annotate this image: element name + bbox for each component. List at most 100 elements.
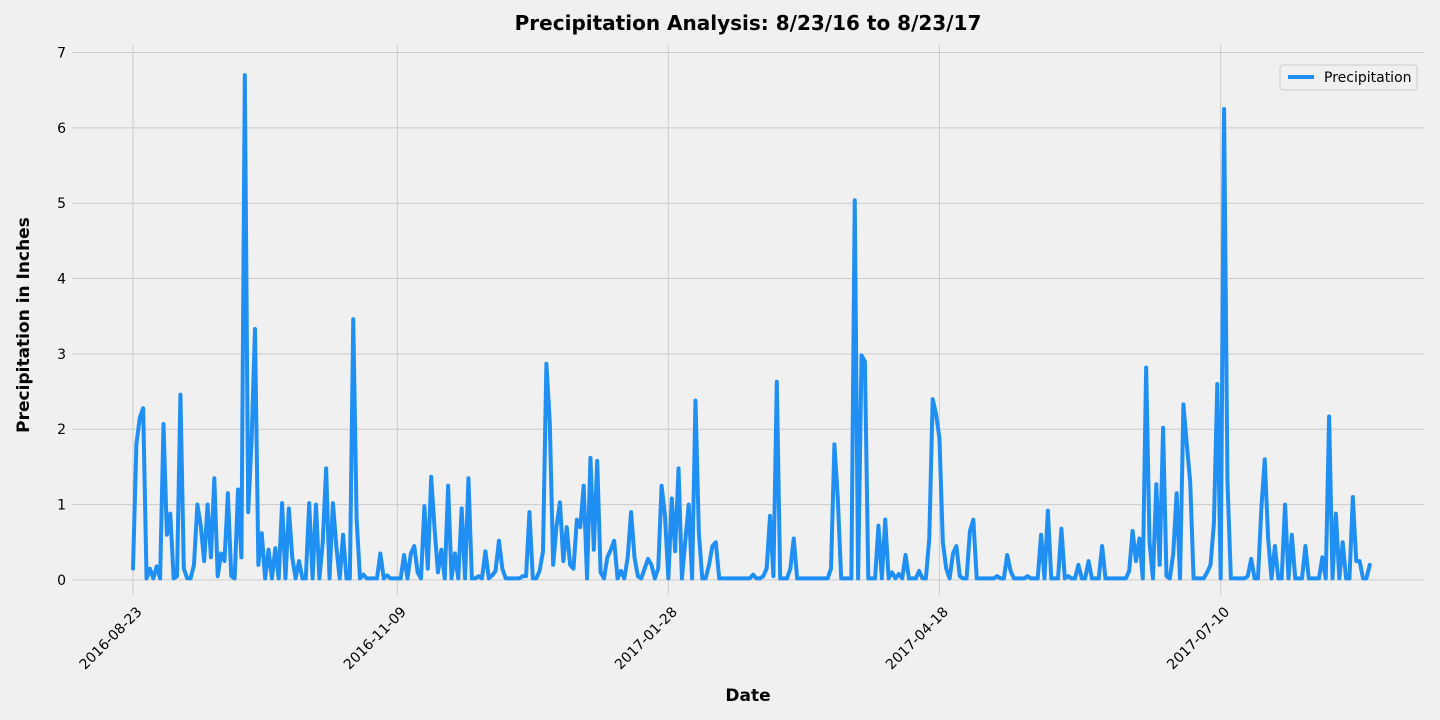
data-point [772, 575, 775, 577]
data-point [836, 497, 839, 500]
data-point [254, 328, 256, 330]
data-point [355, 518, 358, 521]
data-point [338, 577, 341, 580]
data-point [535, 577, 538, 580]
data-point [698, 532, 700, 535]
data-point [1331, 577, 1334, 580]
data-point [1277, 577, 1280, 580]
legend: Precipitation [1279, 64, 1418, 91]
data-point [894, 577, 897, 580]
data-point [399, 577, 402, 580]
data-point [471, 577, 473, 580]
data-point [670, 497, 673, 500]
data-point [1141, 577, 1144, 580]
data-point [166, 533, 168, 536]
data-point [1219, 577, 1222, 580]
data-point [759, 577, 761, 580]
data-point [1074, 577, 1076, 580]
data-point [220, 552, 222, 555]
data-point [962, 577, 964, 580]
data-point [369, 577, 371, 580]
data-point [921, 577, 924, 580]
data-point [1213, 522, 1215, 525]
data-point [1250, 558, 1252, 560]
data-point [579, 526, 582, 528]
data-point [447, 484, 449, 487]
data-point [569, 564, 571, 566]
data-point [1060, 527, 1063, 530]
data-point [152, 577, 155, 580]
data-point [1158, 564, 1161, 566]
data-point [487, 577, 490, 580]
data-point [816, 577, 819, 580]
data-point [945, 567, 948, 570]
data-point [501, 567, 504, 570]
data-point [660, 484, 663, 487]
data-point [189, 577, 192, 580]
grid [72, 45, 1424, 595]
data-point [162, 423, 165, 425]
data-point [769, 515, 771, 517]
data-point [247, 511, 249, 513]
data-point [938, 437, 941, 440]
data-point [132, 567, 134, 570]
data-point [643, 567, 646, 570]
data-point [704, 577, 707, 580]
data-point [691, 577, 693, 580]
data-point [352, 318, 355, 321]
data-point [1233, 577, 1236, 580]
data-point [196, 503, 199, 506]
data-point [1196, 577, 1198, 580]
data-point [796, 577, 798, 580]
data-point [830, 567, 832, 570]
data-point [1148, 541, 1151, 544]
data-point [1023, 577, 1025, 580]
data-point [1179, 577, 1181, 580]
precipitation-series-line [130, 73, 1372, 581]
data-point [203, 560, 205, 562]
data-point [1162, 426, 1164, 429]
data-point [1216, 383, 1219, 385]
data-point [267, 548, 270, 551]
data-point [498, 539, 500, 542]
data-point [603, 577, 605, 580]
data-point [874, 577, 876, 580]
data-point [891, 571, 893, 574]
data-point [1192, 577, 1195, 580]
data-point [271, 577, 273, 580]
data-point [667, 577, 670, 580]
data-point [687, 503, 690, 506]
data-point [559, 501, 561, 504]
data-point [308, 502, 310, 504]
data-point [233, 577, 236, 580]
data-point [765, 567, 768, 570]
data-point [450, 577, 453, 580]
plot-area [72, 45, 1424, 595]
data-point [955, 545, 958, 547]
data-point [701, 577, 704, 580]
data-point [332, 502, 334, 504]
data-point [1240, 577, 1242, 580]
data-point [433, 527, 436, 530]
data-point [237, 488, 239, 491]
data-point [1145, 366, 1147, 369]
data-point [1043, 577, 1046, 580]
data-point [606, 556, 609, 559]
data-point [244, 74, 246, 76]
data-point [1097, 577, 1100, 580]
data-point [1064, 577, 1066, 580]
data-point [518, 577, 521, 580]
data-point [904, 554, 907, 556]
data-point [992, 577, 995, 580]
data-point [443, 577, 446, 580]
data-point [521, 575, 524, 577]
data-point [318, 577, 321, 580]
data-point [1260, 507, 1263, 510]
data-point [183, 567, 185, 570]
data-point [511, 577, 514, 580]
data-point [969, 530, 971, 532]
data-point [227, 492, 229, 495]
data-point [1202, 577, 1205, 580]
data-point [745, 577, 748, 580]
data-point [1362, 577, 1364, 580]
